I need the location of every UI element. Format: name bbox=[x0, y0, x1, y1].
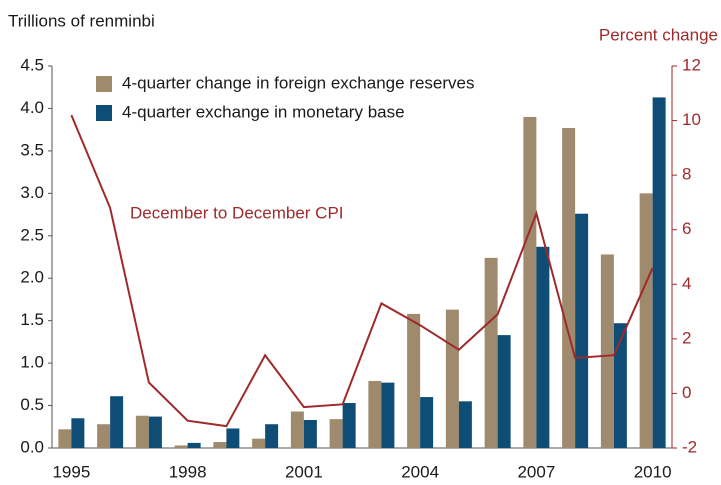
y-tick-label: 2.0 bbox=[20, 268, 44, 287]
y-tick-label: 4.5 bbox=[20, 55, 44, 74]
bar bbox=[174, 445, 188, 448]
bar bbox=[407, 313, 421, 448]
y-tick-label: 2.5 bbox=[20, 225, 44, 244]
legend-label: 4-quarter change in foreign exchange res… bbox=[122, 73, 475, 92]
y-tick-label: 1.5 bbox=[20, 310, 44, 329]
bar bbox=[213, 442, 227, 448]
bar bbox=[110, 396, 124, 448]
bar bbox=[484, 257, 498, 448]
x-tick-label: 2010 bbox=[634, 462, 672, 481]
bar bbox=[381, 382, 395, 448]
bar bbox=[303, 419, 317, 448]
bar bbox=[445, 309, 459, 448]
y-tick-label: 0.0 bbox=[20, 437, 44, 456]
y-tick-label: 3.0 bbox=[20, 183, 44, 202]
bar bbox=[368, 380, 382, 448]
legend-label: 4-quarter exchange in monetary base bbox=[122, 102, 405, 121]
bar bbox=[458, 401, 472, 448]
y-tick-label: 4.0 bbox=[20, 98, 44, 117]
x-tick-label: 1995 bbox=[52, 462, 90, 481]
cpi-line bbox=[70, 114, 654, 428]
x-tick-label: 2001 bbox=[285, 462, 323, 481]
annotation: December to December CPI bbox=[130, 203, 344, 222]
x-tick-label: 1998 bbox=[169, 462, 207, 481]
y2-axis-title: Percent change bbox=[599, 25, 718, 44]
bar bbox=[600, 254, 614, 448]
bar bbox=[652, 97, 666, 449]
bar bbox=[497, 335, 511, 448]
bar bbox=[536, 246, 550, 448]
legend-swatch bbox=[96, 76, 112, 92]
bar bbox=[97, 424, 111, 448]
bar bbox=[562, 127, 576, 449]
bar bbox=[135, 415, 149, 448]
bar bbox=[575, 213, 589, 448]
bar bbox=[58, 429, 72, 448]
bar bbox=[639, 193, 653, 448]
y-axis-title: Trillions of renminbi bbox=[8, 11, 155, 30]
y2-tick-label: 0 bbox=[682, 383, 691, 402]
bar bbox=[226, 428, 240, 448]
y-tick-label: 1.0 bbox=[20, 353, 44, 372]
bar bbox=[342, 403, 356, 448]
bar bbox=[329, 419, 343, 448]
bar bbox=[71, 418, 85, 448]
y2-tick-label: -2 bbox=[682, 437, 697, 456]
bar bbox=[613, 323, 627, 448]
y2-tick-label: 6 bbox=[682, 219, 691, 238]
bar bbox=[265, 424, 279, 448]
y2-tick-label: 4 bbox=[682, 274, 691, 293]
y2-tick-label: 10 bbox=[682, 110, 701, 129]
bar bbox=[252, 438, 266, 448]
bar bbox=[290, 411, 304, 448]
bar bbox=[187, 442, 201, 448]
x-tick-label: 2007 bbox=[517, 462, 555, 481]
y-tick-label: 3.5 bbox=[20, 140, 44, 159]
bar bbox=[148, 416, 162, 448]
x-tick-label: 2004 bbox=[401, 462, 439, 481]
y2-tick-label: 8 bbox=[682, 165, 691, 184]
y2-tick-label: 2 bbox=[682, 328, 691, 347]
y-tick-label: 0.5 bbox=[20, 395, 44, 414]
y2-tick-label: 12 bbox=[682, 55, 701, 74]
bar bbox=[523, 116, 537, 448]
legend-swatch bbox=[96, 105, 112, 121]
bar bbox=[420, 397, 434, 448]
